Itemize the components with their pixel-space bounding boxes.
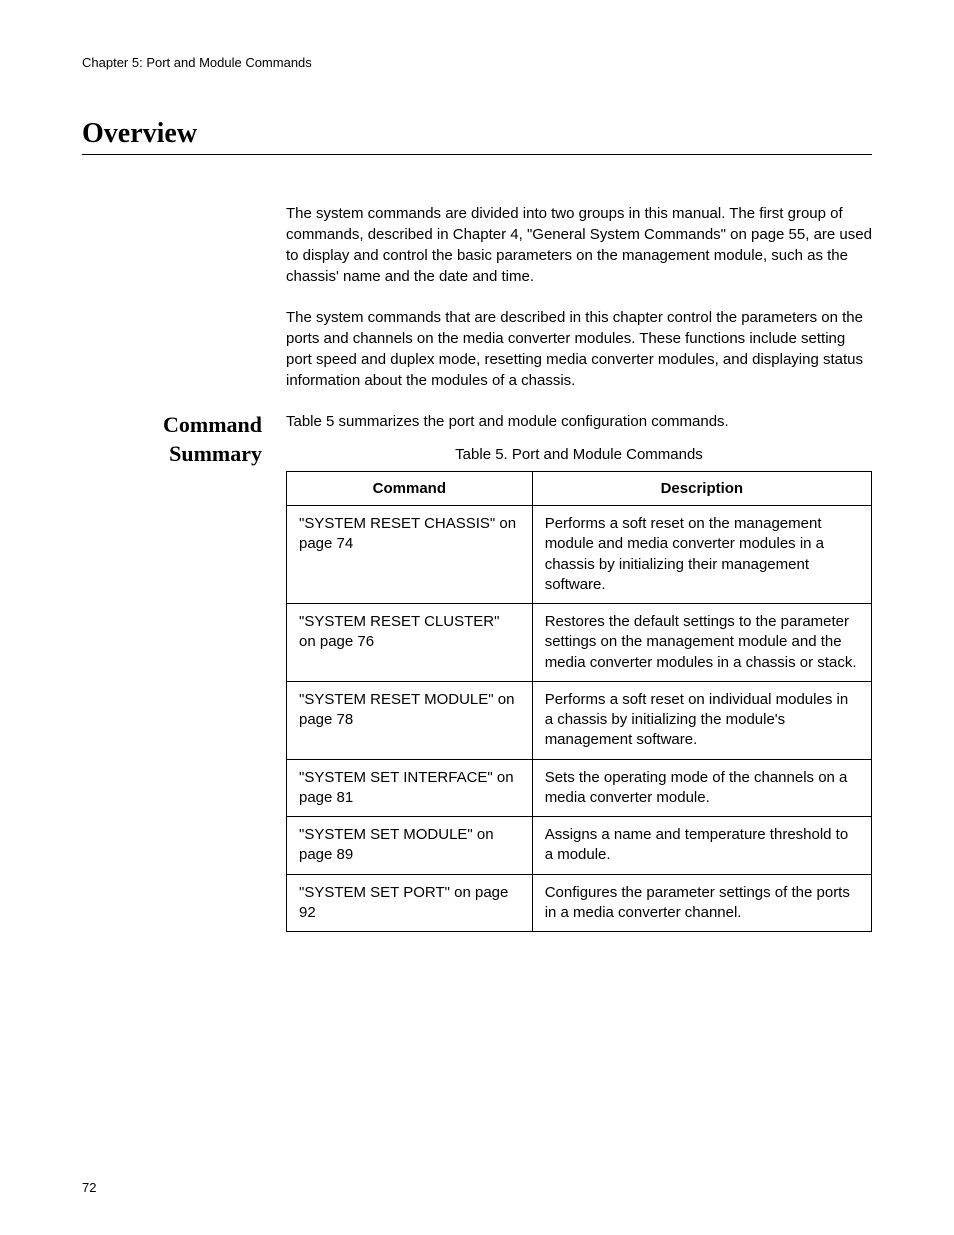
table-row: "SYSTEM SET PORT" on page 92 Configures …	[287, 874, 872, 932]
table-row: "SYSTEM SET MODULE" on page 89 Assigns a…	[287, 817, 872, 875]
cell-command: "SYSTEM RESET CHASSIS" on page 74	[287, 506, 533, 604]
cell-description: Restores the default settings to the par…	[532, 604, 871, 682]
cell-description: Performs a soft reset on individual modu…	[532, 681, 871, 759]
paragraph-1: The system commands are divided into two…	[286, 203, 872, 287]
chapter-header: Chapter 5: Port and Module Commands	[82, 55, 872, 70]
cell-command: "SYSTEM RESET CLUSTER" on page 76	[287, 604, 533, 682]
page-number: 72	[82, 1180, 96, 1195]
cell-command: "SYSTEM SET INTERFACE" on page 81	[287, 759, 533, 817]
commands-table: Command Description "SYSTEM RESET CHASSI…	[286, 471, 872, 932]
content-area: The system commands are divided into two…	[82, 203, 872, 411]
cell-command: "SYSTEM SET MODULE" on page 89	[287, 817, 533, 875]
table-header-row: Command Description	[287, 472, 872, 506]
table-caption: Table 5. Port and Module Commands	[286, 446, 872, 463]
sidebar	[82, 203, 262, 411]
table-intro: Table 5 summarizes the port and module c…	[286, 411, 872, 432]
cell-description: Sets the operating mode of the channels …	[532, 759, 871, 817]
cell-description: Configures the parameter settings of the…	[532, 874, 871, 932]
table-row: "SYSTEM RESET CHASSIS" on page 74 Perfor…	[287, 506, 872, 604]
cell-command: "SYSTEM SET PORT" on page 92	[287, 874, 533, 932]
paragraph-2: The system commands that are described i…	[286, 307, 872, 391]
table-row: "SYSTEM RESET CLUSTER" on page 76 Restor…	[287, 604, 872, 682]
cell-command: "SYSTEM RESET MODULE" on page 78	[287, 681, 533, 759]
sidebar-summary: Command Summary	[82, 411, 262, 932]
table-row: "SYSTEM RESET MODULE" on page 78 Perform…	[287, 681, 872, 759]
table-body: "SYSTEM RESET CHASSIS" on page 74 Perfor…	[287, 506, 872, 932]
intro-content: The system commands are divided into two…	[286, 203, 872, 411]
cell-description: Performs a soft reset on the management …	[532, 506, 871, 604]
header-description: Description	[532, 472, 871, 506]
cell-description: Assigns a name and temperature threshold…	[532, 817, 871, 875]
section-title: Overview	[82, 118, 872, 155]
summary-area: Command Summary Table 5 summarizes the p…	[82, 411, 872, 932]
header-command: Command	[287, 472, 533, 506]
sidebar-heading: Command Summary	[82, 411, 262, 468]
table-row: "SYSTEM SET INTERFACE" on page 81 Sets t…	[287, 759, 872, 817]
table-content: Table 5 summarizes the port and module c…	[286, 411, 872, 932]
